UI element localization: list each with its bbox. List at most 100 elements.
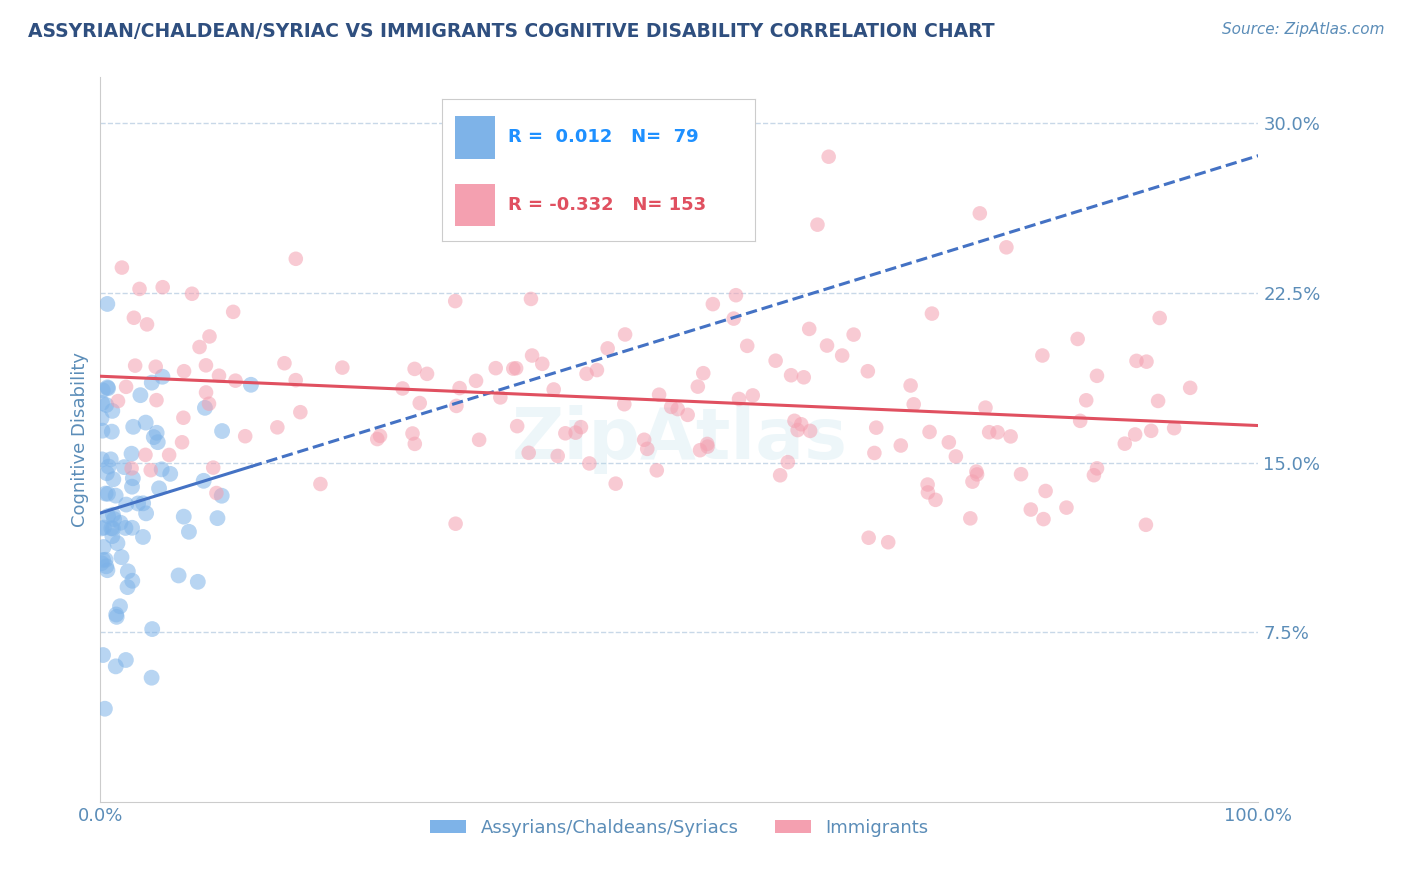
Point [152, 369, 174, 384]
Point [100, 452, 122, 467]
Point [132, 530, 155, 544]
Point [121, 521, 143, 535]
Point [569, 420, 592, 434]
Point [564, 425, 586, 440]
Point [145, 359, 167, 374]
Point [917, 485, 939, 500]
Point [198, 329, 221, 343]
Point [94, 553, 117, 567]
Point [735, 339, 758, 353]
Point [974, 401, 997, 415]
Point [446, 399, 468, 413]
Point [686, 379, 709, 393]
Point [97, 509, 120, 524]
Point [127, 496, 149, 510]
Point [724, 288, 747, 302]
Point [502, 361, 524, 376]
Point [1149, 310, 1171, 325]
Point [96, 380, 118, 394]
Point [107, 394, 129, 409]
Point [90, 556, 112, 570]
Point [101, 508, 124, 522]
Point [1147, 394, 1170, 409]
Point [900, 378, 922, 392]
Point [194, 401, 217, 415]
Point [489, 391, 512, 405]
Point [205, 486, 228, 500]
Point [962, 475, 984, 489]
Point [689, 443, 711, 458]
Point [91, 384, 114, 398]
Point [117, 564, 139, 578]
Point [842, 327, 865, 342]
Point [465, 374, 488, 388]
Point [211, 424, 233, 438]
Point [959, 511, 981, 525]
Point [145, 393, 167, 408]
Point [645, 463, 668, 477]
Point [769, 468, 792, 483]
Point [97, 381, 120, 395]
Point [129, 388, 152, 402]
Point [1031, 349, 1053, 363]
Point [188, 340, 211, 354]
Point [547, 449, 569, 463]
Point [195, 385, 218, 400]
Point [208, 368, 231, 383]
Point [863, 446, 886, 460]
Point [786, 423, 808, 437]
Point [368, 429, 391, 443]
Point [105, 607, 128, 622]
Point [93, 540, 115, 554]
Point [1125, 354, 1147, 368]
Point [696, 437, 718, 451]
Point [107, 536, 129, 550]
Point [520, 349, 543, 363]
Point [135, 506, 157, 520]
Point [633, 433, 655, 447]
Point [150, 462, 173, 476]
Point [614, 327, 637, 342]
Point [409, 396, 432, 410]
Point [938, 435, 960, 450]
Point [543, 383, 565, 397]
Point [290, 405, 312, 419]
Point [858, 531, 880, 545]
Point [114, 521, 136, 535]
Point [330, 360, 353, 375]
Point [1056, 500, 1078, 515]
Point [101, 522, 124, 536]
Point [145, 425, 167, 440]
Point [97, 459, 120, 474]
Point [1083, 468, 1105, 483]
Point [1085, 368, 1108, 383]
Point [91, 553, 114, 567]
Point [969, 206, 991, 220]
Point [1085, 461, 1108, 475]
Point [554, 426, 576, 441]
Point [115, 653, 138, 667]
Point [506, 419, 529, 434]
Point [1010, 467, 1032, 482]
Point [505, 361, 527, 376]
Point [93, 520, 115, 534]
Point [945, 450, 967, 464]
Point [636, 442, 658, 456]
Point [284, 373, 307, 387]
Point [96, 559, 118, 574]
Point [924, 492, 946, 507]
Point [284, 252, 307, 266]
Point [124, 359, 146, 373]
Point [391, 381, 413, 395]
Point [105, 610, 128, 624]
Point [918, 425, 941, 439]
Point [831, 349, 853, 363]
Point [468, 433, 491, 447]
Point [578, 457, 600, 471]
Point [134, 448, 156, 462]
Point [921, 307, 943, 321]
Point [173, 509, 195, 524]
Point [605, 476, 627, 491]
Point [1178, 381, 1201, 395]
Point [170, 435, 193, 450]
